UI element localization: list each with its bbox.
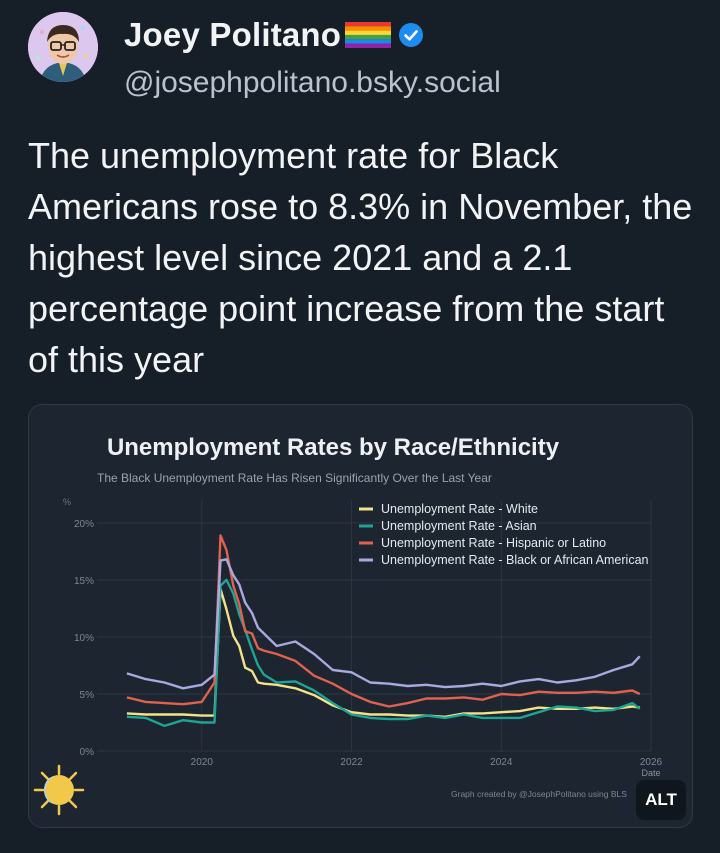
y-tick-label: 0% [80, 747, 95, 758]
y-tick-label: 20% [74, 519, 94, 530]
rainbow-flag-icon [345, 22, 392, 48]
post-text: The unemployment rate for Black American… [28, 135, 693, 380]
unemployment-chart: Unemployment Rates by Race/Ethnicity The… [33, 434, 663, 816]
x-axis-label: Date [641, 768, 660, 778]
x-tick-label: 2024 [490, 757, 513, 768]
chart-image-card[interactable]: Unemployment Rates by Race/Ethnicity The… [28, 404, 693, 828]
author-handle[interactable]: @josephpolitano.bsky.social [124, 66, 501, 99]
y-tick-label: 5% [80, 690, 95, 701]
alt-badge[interactable]: ALT [636, 780, 686, 820]
verified-check-icon [399, 23, 424, 47]
chart-title: Unemployment Rates by Race/Ethnicity [107, 434, 560, 461]
series-line-1 [126, 578, 641, 728]
author-row: Joey Politano [124, 16, 424, 54]
x-tick-label: 2026 [640, 757, 663, 768]
x-tick-label: 2022 [340, 757, 363, 768]
y-axis-label: % [63, 497, 71, 507]
y-tick-label: 10% [74, 633, 94, 644]
chart-subtitle: The Black Unemployment Rate Has Risen Si… [97, 471, 492, 485]
legend-label: Unemployment Rate - Black or African Ame… [381, 553, 649, 567]
series-line-3 [126, 558, 641, 690]
sun-icon [33, 764, 85, 816]
legend-label: Unemployment Rate - Asian [381, 519, 537, 533]
legend-label: Unemployment Rate - White [381, 502, 538, 516]
chart-credit: Graph created by @JosephPolitano using B… [451, 789, 627, 799]
avatar[interactable] [28, 12, 98, 82]
legend-label: Unemployment Rate - Hispanic or Latino [381, 536, 606, 550]
y-tick-label: 15% [74, 576, 94, 587]
x-tick-label: 2020 [191, 757, 214, 768]
author-name[interactable]: Joey Politano [124, 16, 342, 53]
